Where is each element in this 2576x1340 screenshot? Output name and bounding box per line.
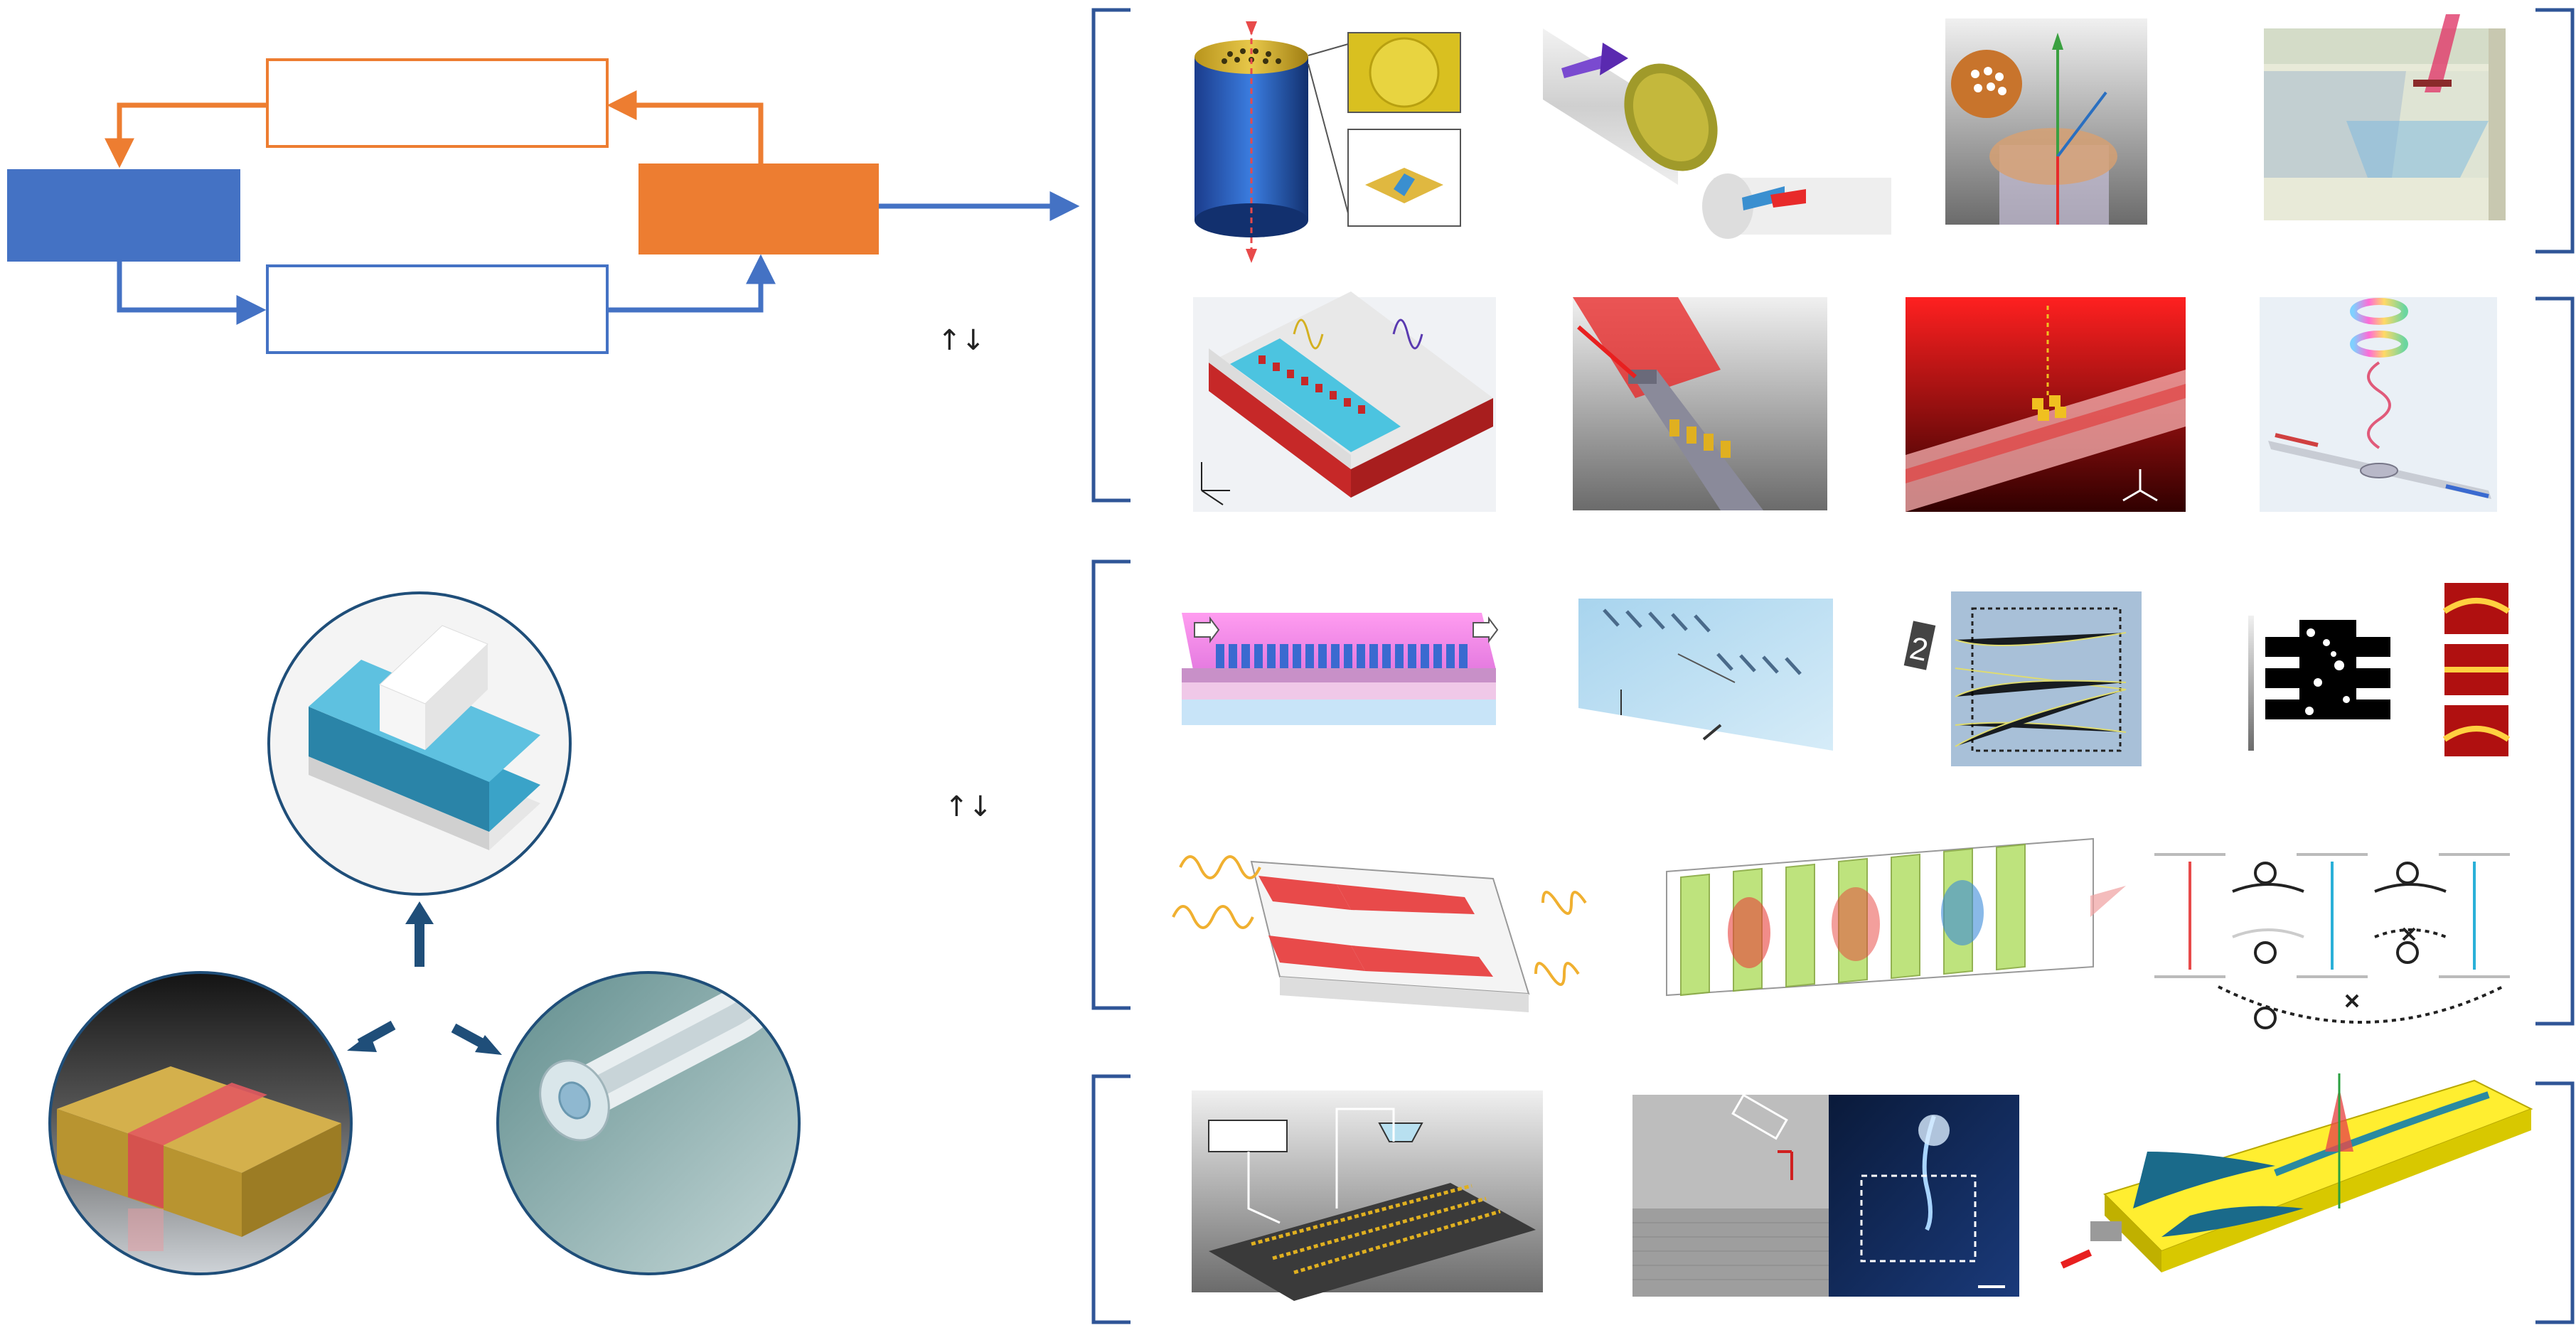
row-inverse-design: 2 bbox=[1182, 583, 2511, 766]
row-waveguide-antennas bbox=[1193, 291, 2497, 512]
right-block bbox=[638, 164, 879, 254]
dark-arrow-up-head bbox=[405, 901, 434, 924]
row-fiber-metasurfaces bbox=[1195, 14, 2506, 263]
rib-waveguide-icon bbox=[267, 591, 572, 896]
sem-and-emission-image bbox=[1632, 1093, 2019, 1297]
updown-arrows-upper: ↑↓ bbox=[937, 324, 985, 357]
row-integrated-systems bbox=[1192, 1073, 2533, 1301]
waveguide-antenna-array bbox=[1193, 291, 1496, 512]
right-bracket-2 bbox=[2535, 296, 2575, 1026]
dark-arrow-right-head bbox=[475, 1035, 502, 1055]
waveguide-nanoantenna-beam bbox=[1573, 297, 1827, 510]
dark-arrow-left-head bbox=[347, 1034, 377, 1052]
nonreciprocal-energy-levels bbox=[2154, 853, 2510, 1029]
fiber-hologram bbox=[1945, 18, 2147, 225]
right-bracket-1 bbox=[2535, 8, 2575, 254]
row-advanced-functions bbox=[1172, 837, 2510, 1029]
flow-diagram bbox=[7, 58, 1080, 354]
platform-circles bbox=[48, 591, 801, 1275]
fiber-facet-metasurface bbox=[1543, 28, 1891, 239]
updown-arrows-lower: ↑↓ bbox=[944, 790, 992, 823]
left-bracket-2 bbox=[1091, 559, 1131, 1010]
fiber-tip-metalens bbox=[1195, 21, 1461, 263]
layered-diffractive-stack bbox=[1666, 837, 2126, 997]
left-bracket-3 bbox=[1091, 1074, 1131, 1324]
waveguide-vortex-emitter bbox=[2260, 297, 2497, 512]
top-process-box bbox=[266, 58, 609, 148]
optical-fiber-icon bbox=[496, 971, 801, 1275]
left-block bbox=[7, 169, 240, 262]
right-bracket-3 bbox=[2535, 1081, 2575, 1324]
metagrating-coupler bbox=[1182, 613, 1499, 725]
left-bracket-1 bbox=[1091, 8, 1131, 503]
blue-arrow-bottom-to-right bbox=[607, 254, 776, 313]
inverse-designed-splitter bbox=[2248, 583, 2511, 756]
brackets bbox=[1091, 8, 2575, 1324]
diffractive-network: 2 bbox=[1903, 591, 2142, 766]
meta-array-coupler bbox=[1578, 599, 1833, 751]
fiber-side-metasurface bbox=[2264, 14, 2506, 220]
waveguide-mode-converter bbox=[1906, 297, 2186, 512]
bottom-process-box bbox=[266, 264, 609, 354]
orange-arrow-right-to-top bbox=[606, 90, 764, 164]
chip-system-setup bbox=[1192, 1090, 1543, 1301]
orange-arrow-top-to-left bbox=[105, 102, 267, 168]
hybrid-horn-emitter bbox=[2060, 1073, 2533, 1272]
chirped-grating-device bbox=[1172, 855, 1587, 1012]
blue-arrow-left-to-bottom bbox=[117, 262, 267, 325]
planar-slab-icon bbox=[48, 971, 353, 1275]
